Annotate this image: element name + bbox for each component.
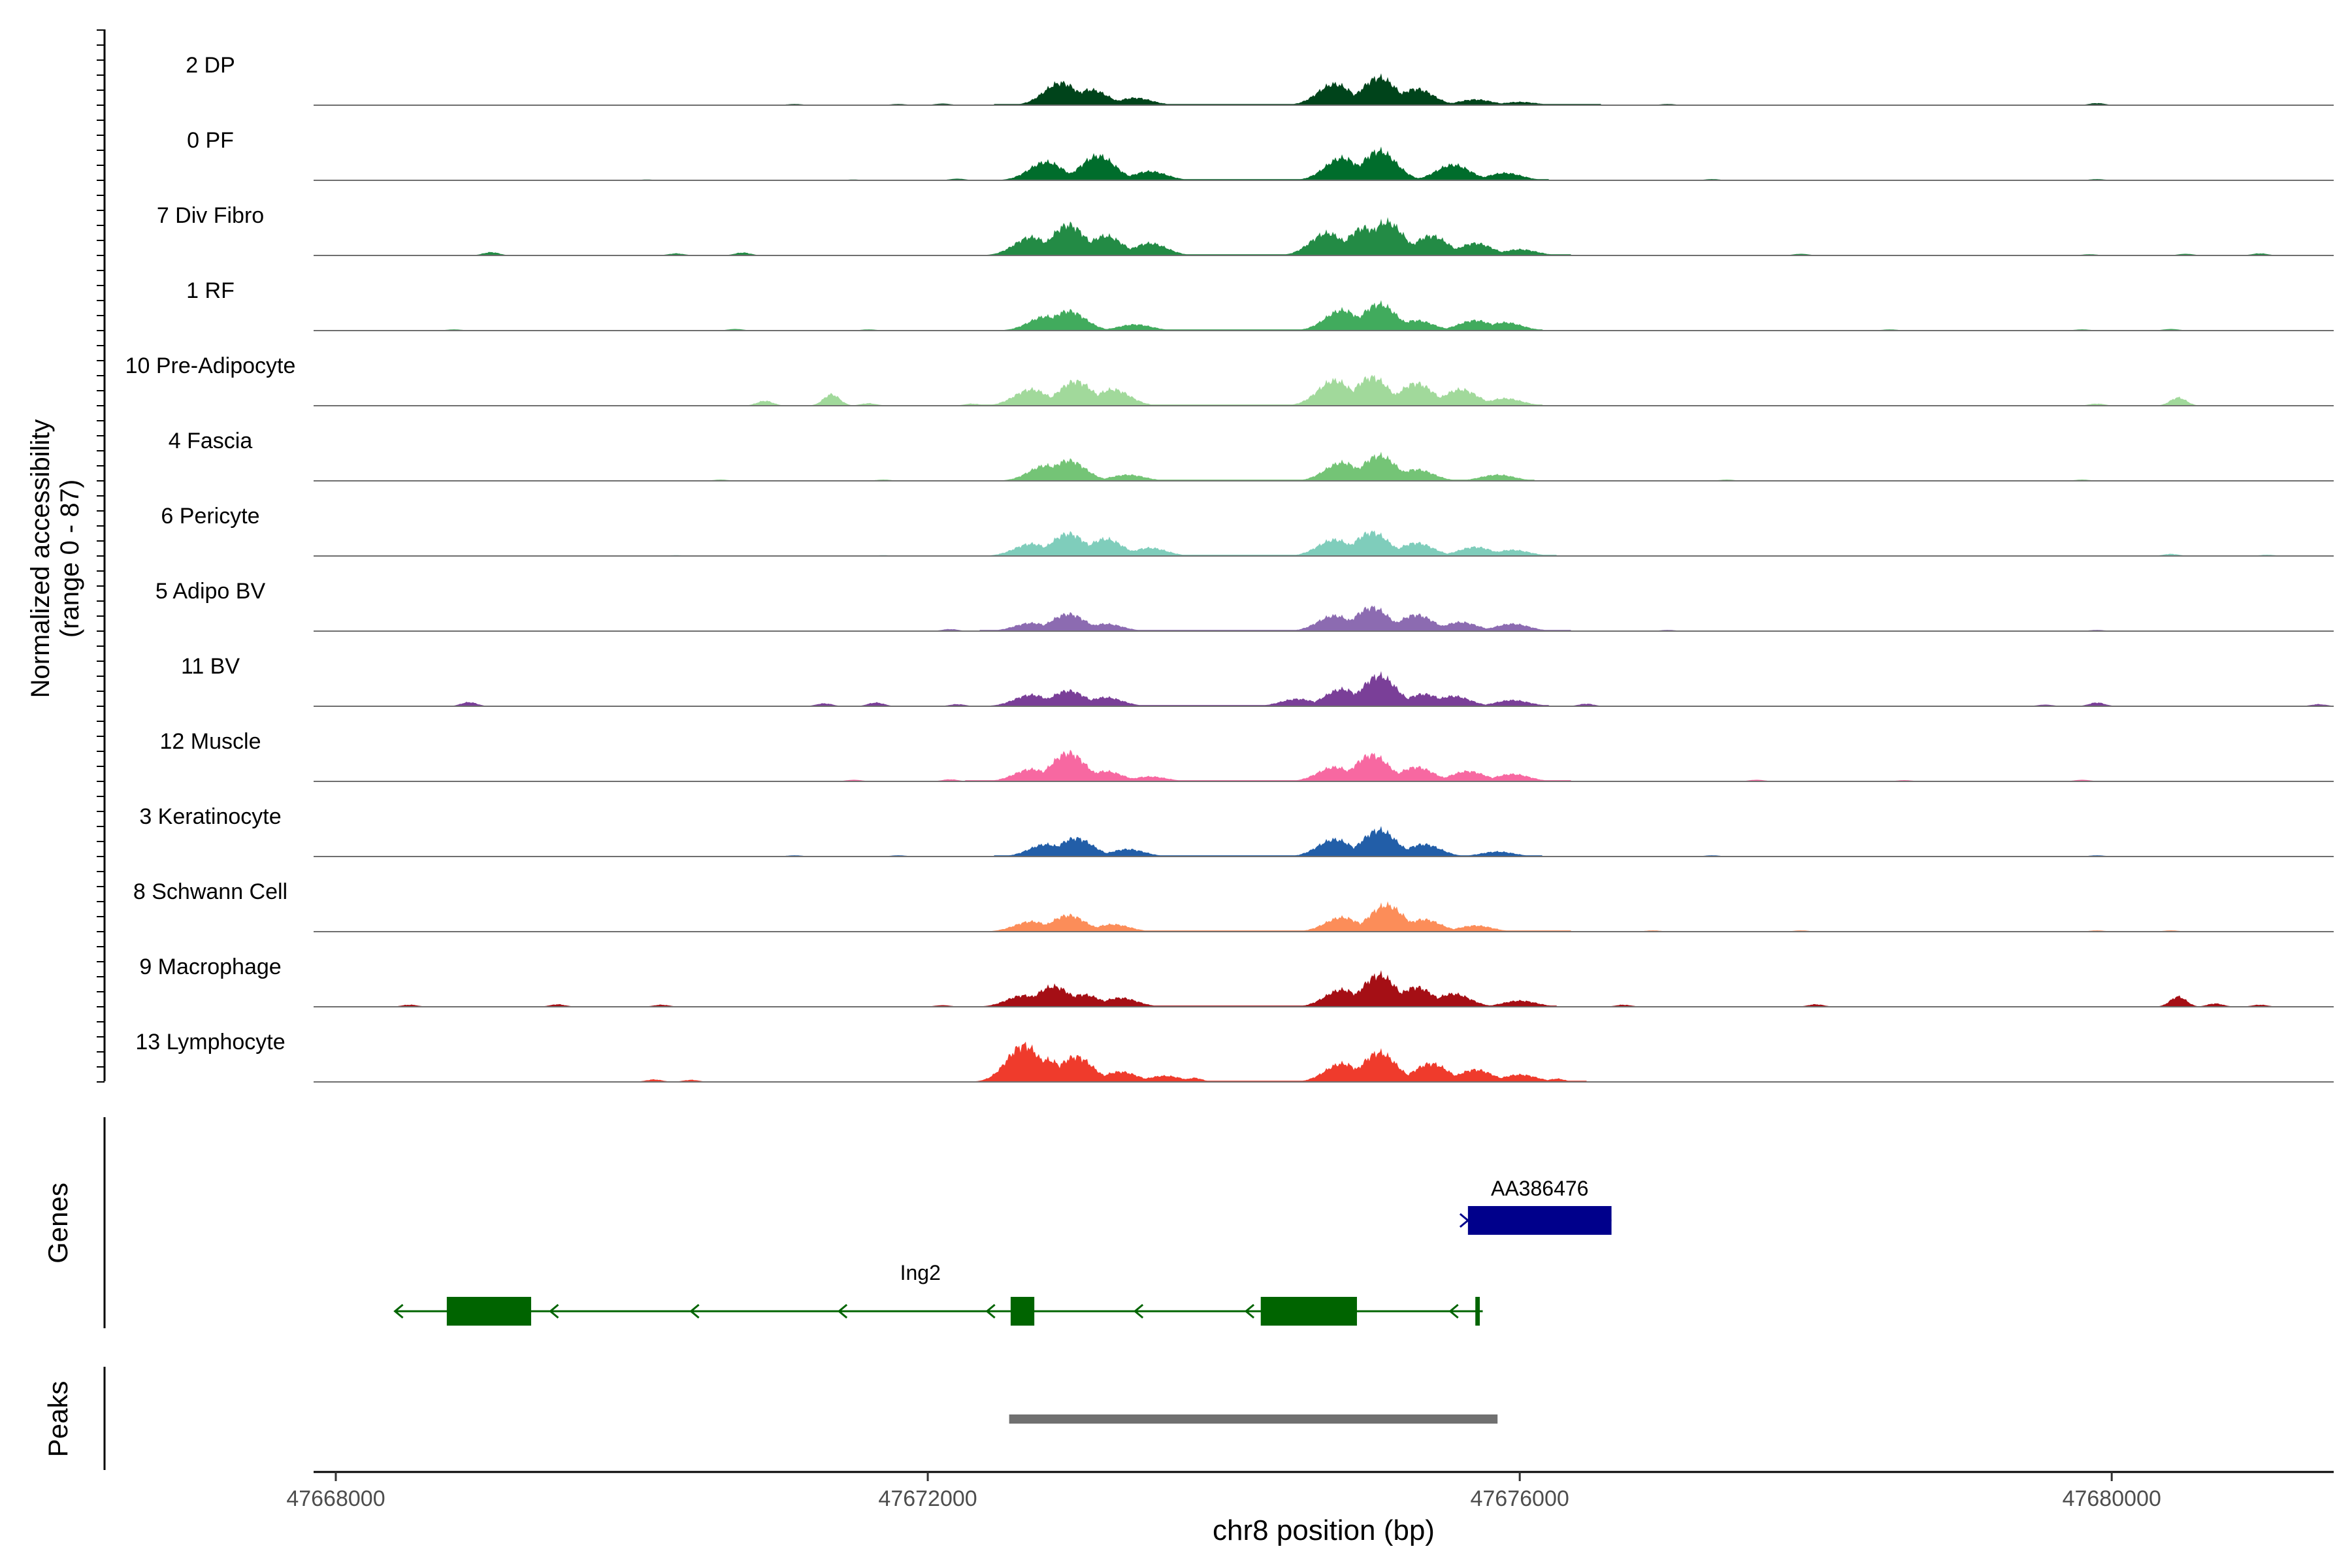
coverage-track: 12 Muscle — [160, 729, 2334, 782]
coverage-track: 0 PF — [187, 128, 2334, 181]
x-tick-label: 47672000 — [878, 1486, 977, 1511]
coverage-track: 1 RF — [186, 278, 2334, 331]
gene-model: Ing2 — [393, 1261, 1483, 1326]
track-label: 5 Adipo BV — [155, 579, 266, 604]
coverage-track: 3 Keratinocyte — [139, 804, 2334, 857]
strand-arrow — [689, 1303, 700, 1319]
x-tick-label: 47668000 — [286, 1486, 385, 1511]
strand-arrow — [393, 1303, 404, 1319]
y-axis-sublabel: (range 0 - 87) — [56, 480, 84, 638]
coverage-area — [314, 146, 2334, 180]
y-axis-label: Normalized accessibility — [26, 419, 55, 698]
gene-exon — [1010, 1297, 1035, 1326]
gene-exon — [1475, 1297, 1480, 1326]
strand-arrow — [549, 1303, 559, 1319]
track-label: 8 Schwann Cell — [133, 879, 287, 904]
coverage-area — [314, 1041, 2334, 1082]
coverage-area — [314, 300, 2334, 331]
peak-region — [1009, 1414, 1498, 1424]
x-tick-label: 47680000 — [2063, 1486, 2161, 1511]
track-label: 10 Pre-Adipocyte — [125, 353, 296, 378]
track-label: 13 Lymphocyte — [135, 1030, 285, 1054]
x-axis-label: chr8 position (bp) — [1213, 1514, 1435, 1546]
coverage-area — [314, 901, 2334, 932]
track-label: 3 Keratinocyte — [139, 804, 281, 829]
x-tick-label: 47676000 — [1470, 1486, 1569, 1511]
coverage-track: 5 Adipo BV — [155, 579, 2334, 632]
coverage-track: 4 Fascia — [169, 429, 2334, 482]
coverage-track: 8 Schwann Cell — [133, 879, 2334, 932]
coverage-area — [314, 749, 2334, 781]
strand-arrow — [1133, 1303, 1144, 1319]
gene-exon — [446, 1297, 531, 1326]
gene-exon — [1467, 1206, 1612, 1235]
gene-exon — [1260, 1297, 1357, 1326]
strand-arrow — [985, 1303, 996, 1319]
coverage-area — [314, 217, 2334, 255]
coverage-track: 9 Macrophage — [139, 955, 2334, 1007]
coverage-track: 2 DP — [186, 53, 2334, 106]
coverage-track: 6 Pericyte — [161, 504, 2334, 557]
strand-arrow — [1244, 1303, 1255, 1319]
coverage-track: 13 Lymphocyte — [135, 1030, 2334, 1083]
coverage-track: 11 BV — [181, 654, 2334, 707]
genes-panel-label: Genes — [42, 1183, 73, 1264]
track-label: 2 DP — [186, 53, 235, 78]
gene-model: AA386476 — [1459, 1177, 1612, 1235]
coverage-area — [314, 826, 2334, 857]
track-label: 6 Pericyte — [161, 504, 259, 529]
track-label: 9 Macrophage — [139, 955, 281, 979]
track-label: 12 Muscle — [160, 729, 261, 754]
coverage-area — [314, 451, 2334, 481]
coverage-area — [314, 530, 2334, 556]
coverage-area — [314, 605, 2334, 631]
gene-label: AA386476 — [1491, 1177, 1588, 1200]
strand-arrow — [1459, 1213, 1470, 1228]
coverage-area — [314, 671, 2334, 706]
track-label: 11 BV — [181, 654, 240, 679]
genes-panel: Genes AA386476 Ing2 — [42, 1117, 1612, 1328]
peaks-panel: Peaks — [42, 1367, 1498, 1470]
y-axis — [97, 29, 106, 1083]
coverage-track: 7 Div Fibro — [157, 203, 2334, 256]
coverage-area — [314, 374, 2334, 406]
gene-label: Ing2 — [900, 1261, 941, 1284]
track-label: 1 RF — [186, 278, 235, 303]
coverage-area — [314, 970, 2334, 1007]
peaks-panel-label: Peaks — [42, 1381, 73, 1458]
strand-arrow — [837, 1303, 848, 1319]
coverage-track: 10 Pre-Adipocyte — [125, 353, 2334, 406]
track-label: 4 Fascia — [169, 429, 253, 453]
strand-arrow — [1448, 1303, 1459, 1319]
track-label: 7 Div Fibro — [157, 203, 264, 228]
coverage-tracks: 2 DP 0 PF 7 Div Fibro 1 RF 10 Pre-Adipocyte 4… — [125, 53, 2334, 1083]
coverage-area — [314, 73, 2334, 105]
x-axis: 47668000 47672000 47676000 47680000 — [286, 1471, 2334, 1511]
track-label: 0 PF — [187, 128, 234, 153]
